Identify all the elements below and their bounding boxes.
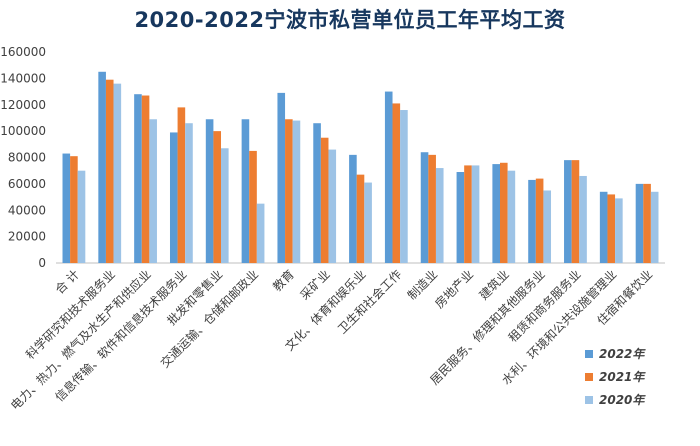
bar xyxy=(256,203,265,263)
y-tick-label: 0 xyxy=(38,256,46,270)
bar xyxy=(134,94,142,263)
bar xyxy=(464,165,472,263)
bar xyxy=(607,194,616,263)
bar xyxy=(492,164,500,263)
bar xyxy=(349,154,357,263)
y-tick-label: 80000 xyxy=(8,151,46,165)
bar xyxy=(392,103,401,264)
bar xyxy=(420,152,429,263)
bar xyxy=(571,160,580,263)
bar xyxy=(543,190,552,263)
bar xyxy=(149,119,157,263)
bar xyxy=(535,178,544,263)
bar xyxy=(471,165,480,263)
bar xyxy=(435,168,444,263)
bar xyxy=(205,119,214,263)
bar xyxy=(285,119,293,263)
bar xyxy=(456,172,465,263)
legend-label: 2022年 xyxy=(599,347,646,361)
bar xyxy=(177,107,186,263)
y-axis-ticks: 0 20000 40000 60000 80000 100000 120000 140000 1… xyxy=(0,45,46,270)
bar xyxy=(249,150,257,263)
bar xyxy=(635,183,644,263)
bar xyxy=(328,149,337,263)
bar xyxy=(528,179,536,263)
bar xyxy=(113,83,122,264)
bar xyxy=(292,120,301,263)
bar xyxy=(277,92,286,263)
chart-title: 2020-2022宁波市私营单位员工年平均工资 xyxy=(134,8,566,32)
bar xyxy=(499,162,508,263)
x-category-label: 电力、热力、燃气及水生产和供应业 xyxy=(7,267,153,413)
bar xyxy=(599,191,608,263)
x-category-label: 信息传输、软件和信息技术服务业 xyxy=(52,267,190,405)
bar xyxy=(313,123,321,264)
x-category-label: 卫生和社会工作 xyxy=(334,267,404,337)
bar xyxy=(615,198,623,263)
y-tick-label: 40000 xyxy=(8,203,46,217)
bar xyxy=(564,160,572,263)
bar xyxy=(650,191,659,263)
x-category-label: 房地产业 xyxy=(432,267,477,312)
bar xyxy=(77,170,86,263)
legend-swatch xyxy=(585,350,593,358)
bar xyxy=(70,156,78,263)
category-labels: 合 计科学研究和技术服务业电力、热力、燃气及水生产和供应业信息传输、软件和信息技… xyxy=(7,267,655,413)
legend-label: 2021年 xyxy=(599,370,646,384)
bar xyxy=(364,182,372,263)
y-tick-label: 140000 xyxy=(0,71,46,85)
bar xyxy=(141,95,150,263)
legend-label: 2020年 xyxy=(599,393,646,407)
x-category-label: 教育 xyxy=(269,267,297,295)
bar xyxy=(579,175,587,263)
x-category-label: 合 计 xyxy=(52,267,82,297)
bar xyxy=(62,153,71,263)
bar xyxy=(105,79,114,263)
y-tick-label: 160000 xyxy=(0,45,46,59)
legend: 2022年 2021年 2020年 xyxy=(585,347,646,407)
y-tick-label: 20000 xyxy=(8,230,46,244)
y-tick-label: 120000 xyxy=(0,98,46,112)
bar xyxy=(320,137,329,263)
y-tick-label: 60000 xyxy=(8,177,46,191)
bar xyxy=(221,148,229,263)
bar xyxy=(507,170,516,263)
bar xyxy=(241,119,250,263)
bar xyxy=(428,154,436,263)
bar xyxy=(384,91,393,263)
bar xyxy=(185,123,193,264)
bar xyxy=(213,131,222,263)
bar xyxy=(169,132,178,263)
y-tick-label: 100000 xyxy=(0,124,46,138)
bar xyxy=(643,183,651,263)
bar xyxy=(400,110,408,264)
legend-swatch xyxy=(585,373,593,381)
legend-swatch xyxy=(585,396,593,404)
bars xyxy=(62,71,659,264)
bar xyxy=(356,174,365,263)
bar xyxy=(98,71,106,263)
